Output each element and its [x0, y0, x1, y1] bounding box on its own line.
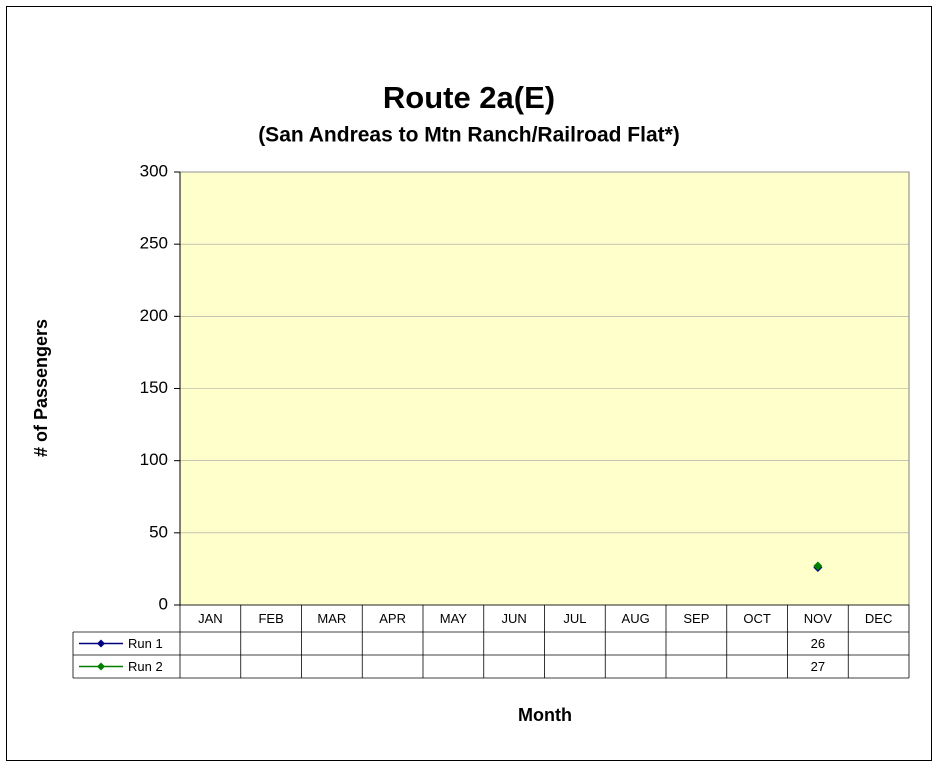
y-tick-label: 250 [140, 234, 168, 253]
chart-title: Route 2a(E) [383, 80, 555, 115]
x-tick-label: JUN [501, 611, 526, 626]
point [813, 561, 823, 571]
x-tick-label: AUG [622, 611, 650, 626]
x-tick-label: APR [379, 611, 406, 626]
x-tick-label: JAN [198, 611, 223, 626]
table-value: 26 [811, 636, 825, 651]
x-tick-label: SEP [683, 611, 709, 626]
y-tick-label: 0 [159, 594, 168, 613]
y-tick-label: 300 [140, 161, 168, 180]
x-tick-label: MAY [440, 611, 468, 626]
legend-label: Run 2 [128, 659, 163, 674]
x-tick-label: NOV [804, 611, 833, 626]
y-tick-label: 200 [140, 306, 168, 325]
y-axis-label: # of Passengers [31, 319, 51, 457]
legend-label: Run 1 [128, 636, 163, 651]
chart-subtitle: (San Andreas to Mtn Ranch/Railroad Flat*… [258, 124, 680, 147]
x-tick-label: OCT [743, 611, 771, 626]
x-tick-label: MAR [317, 611, 346, 626]
y-tick-label: 100 [140, 450, 168, 469]
x-tick-label: DEC [865, 611, 892, 626]
x-tick-label: FEB [258, 611, 283, 626]
x-axis-label: Month [518, 705, 572, 725]
legend-marker [97, 639, 105, 648]
x-tick-label: JUL [563, 611, 586, 626]
table-value: 27 [811, 659, 825, 674]
y-tick-label: 50 [149, 522, 168, 541]
y-tick-label: 150 [140, 378, 168, 397]
legend-marker [97, 662, 105, 671]
